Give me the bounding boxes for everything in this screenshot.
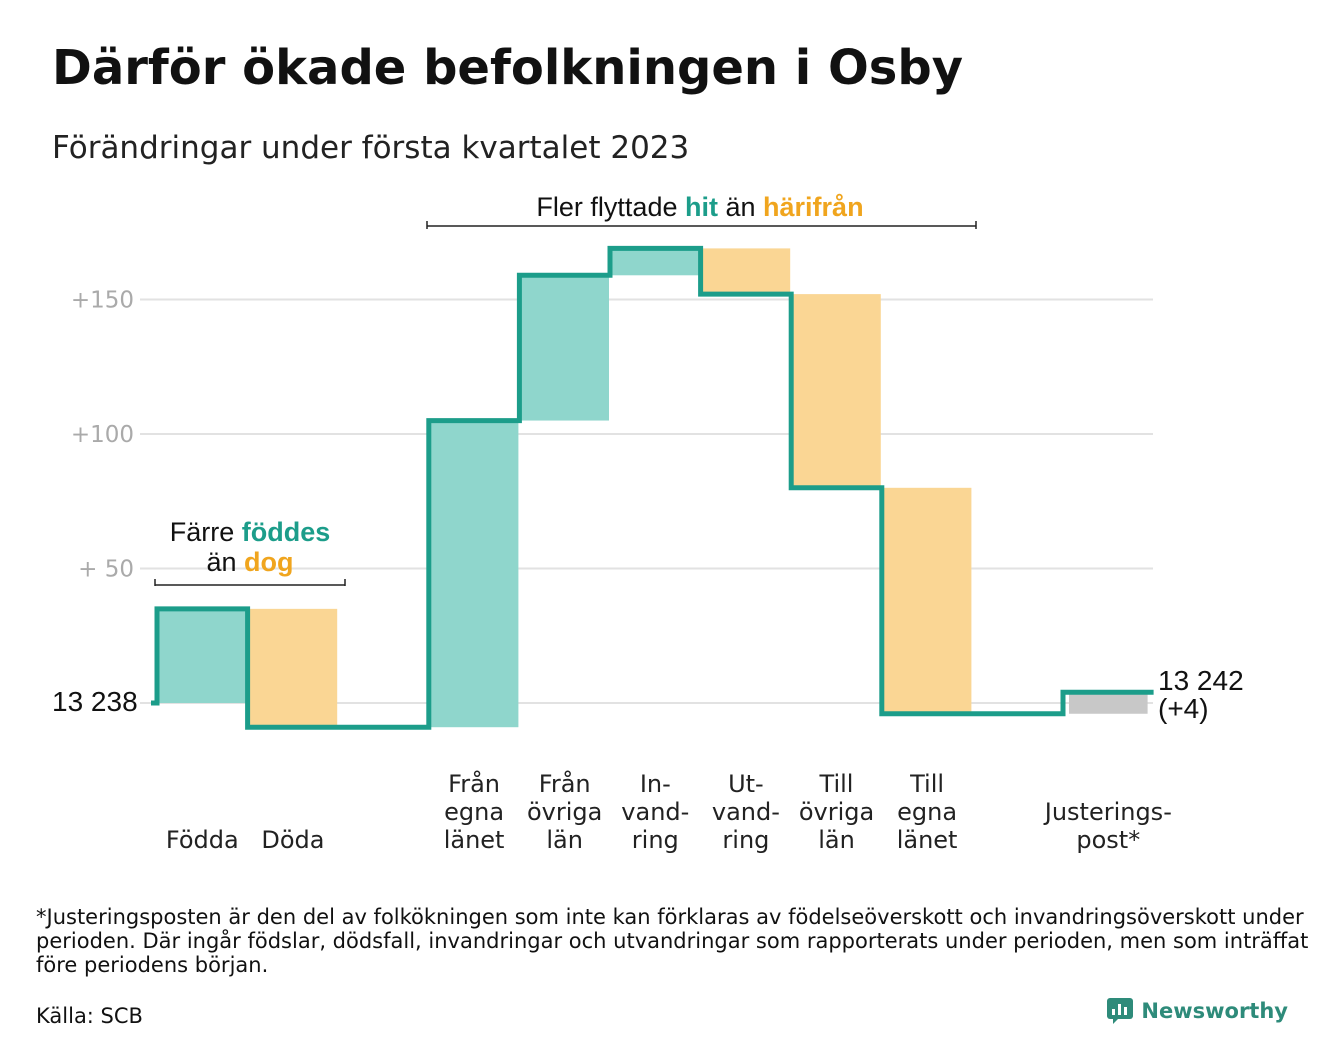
category-label: post* xyxy=(1076,826,1140,854)
category-label: egna xyxy=(897,798,957,826)
category-label: Justerings- xyxy=(1043,798,1172,826)
end-change-label: (+4) xyxy=(1158,693,1209,724)
end-value-label: 13 242 xyxy=(1158,665,1244,696)
brand-logo: Newsworthy xyxy=(1107,998,1288,1024)
category-label: Från xyxy=(448,769,500,798)
category-label: län xyxy=(546,826,583,854)
category-label: Till xyxy=(909,770,944,798)
category-label: Ut- xyxy=(728,770,764,798)
waterfall-bar xyxy=(882,487,972,714)
waterfall-bar xyxy=(701,248,791,295)
migration-annotation: Fler flyttade hit än härifrån xyxy=(426,192,977,229)
waterfall-bar xyxy=(611,248,700,276)
category-label: länet xyxy=(897,826,958,854)
brand-name: Newsworthy xyxy=(1141,999,1288,1023)
start-value-label: 13 238 xyxy=(52,686,138,717)
waterfall-bar xyxy=(158,608,247,703)
page-subtitle: Förändringar under första kvartalet 2023 xyxy=(52,130,690,166)
bars xyxy=(158,248,1148,728)
category-label: vand- xyxy=(712,798,780,826)
category-label: ring xyxy=(632,826,679,854)
category-label: Till xyxy=(819,770,854,798)
y-tick-label: + 50 xyxy=(78,557,134,583)
waterfall-bar xyxy=(792,294,881,488)
category-label: Födda xyxy=(166,826,239,854)
waterfall-bar xyxy=(1069,692,1148,714)
footnote: *Justeringsposten är den del av folkökni… xyxy=(36,905,1309,977)
category-label: Döda xyxy=(261,826,324,854)
category-label: län xyxy=(818,826,855,854)
newsworthy-logo-icon xyxy=(1107,998,1134,1024)
cumulative-step-line xyxy=(151,245,1154,730)
source-label: Källa: SCB xyxy=(36,1004,143,1028)
category-label: övriga xyxy=(799,798,874,826)
page-title: Därför ökade befolkningen i Osby xyxy=(52,40,963,96)
category-label: In- xyxy=(640,770,671,798)
births-annotation-line2: än dog xyxy=(206,547,293,577)
births-annotation-line1: Färre föddes xyxy=(170,517,331,547)
category-label: vand- xyxy=(621,798,689,826)
category-label: Från xyxy=(539,769,591,798)
y-tick-label: +150 xyxy=(71,288,134,314)
waterfall-bar xyxy=(520,275,609,421)
category-label: egna xyxy=(444,798,504,826)
category-label: ring xyxy=(722,826,769,854)
category-label: länet xyxy=(444,826,505,854)
category-label: övriga xyxy=(527,798,602,826)
births-annotation: Färre föddes än dog xyxy=(154,517,346,586)
births-annotation-bracket xyxy=(154,579,346,586)
migration-annotation-text: Fler flyttade hit än härifrån xyxy=(536,192,863,222)
migration-annotation-bracket xyxy=(426,221,977,229)
category-labels: Födda DödaFrånegnalänetFrånövrigalänIn-va… xyxy=(166,769,1172,854)
waterfall-bar xyxy=(248,608,338,728)
y-tick-label: +100 xyxy=(71,422,134,448)
waterfall-chart: +150+100+ 50 Födda DödaFrånegnalänetFrånö… xyxy=(52,192,1244,854)
waterfall-bar xyxy=(429,420,519,728)
